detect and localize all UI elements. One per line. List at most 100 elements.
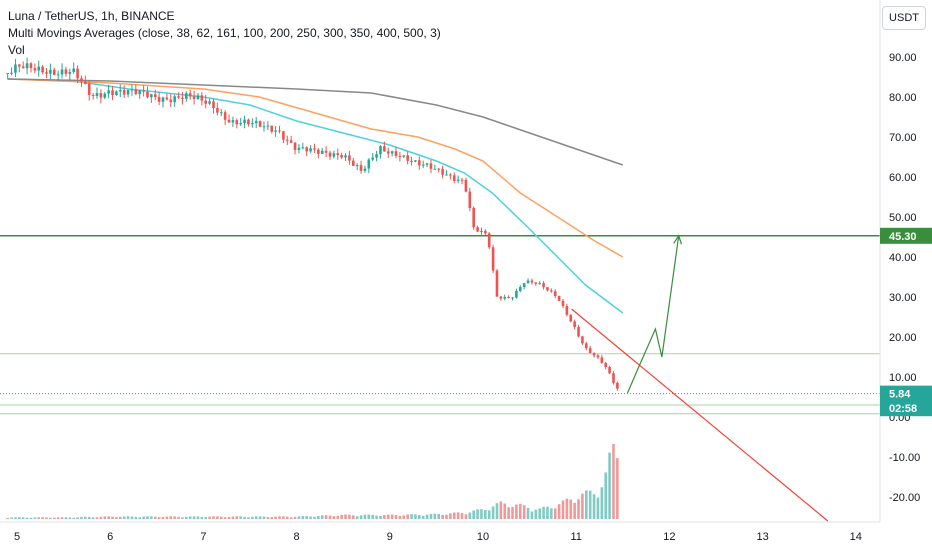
candle-body [328, 152, 332, 157]
volume-bar [476, 509, 479, 519]
volume-bar [546, 506, 549, 519]
moving-average-line [7, 78, 624, 314]
indicator-label[interactable]: Multi Movings Averages (close, 38, 62, 1… [8, 26, 441, 40]
candle-body [348, 155, 351, 161]
candle-body [235, 120, 239, 125]
volume-bar [107, 516, 110, 519]
candle-body [355, 165, 359, 167]
candle-body [134, 89, 138, 95]
candle-body [414, 160, 417, 162]
volume-bar [165, 516, 169, 519]
volume-bar [592, 494, 596, 519]
projection-arrow [673, 234, 683, 245]
x-tick-label: 11 [570, 531, 581, 543]
candle-body [375, 154, 378, 158]
currency-button[interactable]: USDT [882, 6, 926, 30]
volume-bar [550, 508, 553, 519]
y-tick-label: 10.00 [889, 372, 917, 384]
candles [6, 57, 619, 391]
candle-body [192, 96, 196, 100]
volume-label[interactable]: Vol [8, 43, 25, 57]
volume-bar [367, 514, 371, 519]
volume-bar [340, 514, 343, 519]
projection-path [626, 235, 680, 394]
candle-body [266, 125, 270, 127]
volume-bar [317, 515, 320, 519]
candle-body [553, 291, 557, 296]
candle-body [600, 357, 604, 363]
volume-bar [507, 507, 510, 519]
volume-bar [173, 516, 176, 519]
volume-bar [204, 517, 208, 519]
candle-body [363, 168, 367, 171]
candle-body [64, 69, 68, 74]
volume-bar [363, 514, 367, 519]
volume-bar [80, 516, 83, 519]
volume-bar [161, 517, 165, 519]
volume-bar [95, 517, 99, 519]
candle-body [103, 93, 107, 98]
price-axis: 90.00 80.00 70.00 60.00 50.00 40.00 30.00 20.00… [879, 0, 932, 522]
volume-bar [262, 516, 266, 519]
volume-bar [526, 508, 530, 519]
candle-body [212, 101, 215, 109]
volume-bar [243, 516, 246, 519]
candle-body [18, 64, 21, 67]
candle-body [569, 314, 573, 322]
volume-bar [386, 514, 390, 519]
candle-body [161, 97, 165, 102]
candle-body [561, 300, 565, 307]
volume-bar [371, 514, 375, 519]
candle-body [557, 295, 561, 301]
price-label-box [880, 385, 932, 402]
volume-bar [441, 514, 444, 519]
candle-body [530, 280, 534, 283]
candle-body [150, 94, 153, 98]
candle-body [351, 160, 355, 166]
volume-bar [472, 510, 475, 519]
volume-bar [297, 516, 301, 519]
candle-body [95, 93, 99, 97]
candle-body [243, 119, 246, 124]
volume-bar [530, 511, 534, 519]
price-label-text: 5.84 [889, 389, 911, 401]
candle-body [115, 91, 118, 95]
candle-body [317, 149, 320, 154]
y-tick-label: 80.00 [889, 92, 917, 104]
x-tick-label: 9 [387, 531, 393, 543]
trendline [571, 308, 829, 522]
candle-body [526, 280, 530, 284]
candle-body [441, 168, 444, 175]
volume-bar [515, 504, 518, 519]
volume-bar [52, 517, 56, 519]
symbol-title[interactable]: Luna / TetherUS, 1h, BINANCE [8, 9, 175, 23]
volume-bar [76, 517, 79, 519]
candle-body [278, 130, 281, 132]
volume-bar [153, 516, 157, 519]
candle-body [126, 90, 130, 95]
candle-body [592, 353, 596, 356]
volume-bar [460, 513, 464, 519]
candle-body [84, 81, 87, 84]
volume-bar [355, 516, 359, 519]
volume-bar [196, 516, 200, 519]
candle-body [383, 146, 386, 152]
candle-body [91, 94, 95, 97]
volume-bar [573, 502, 576, 519]
candle-body [309, 148, 312, 152]
candle-body [297, 147, 301, 150]
volume-bar [584, 490, 588, 519]
volume-bar [588, 490, 592, 519]
volume-bar [421, 515, 425, 519]
volume-bar [468, 512, 472, 519]
candle-body [616, 382, 619, 389]
volume-bar [239, 516, 242, 519]
candle-body [515, 290, 518, 298]
y-tick-label: -10.00 [889, 452, 920, 464]
volume-bar [208, 516, 211, 519]
volume-bar [146, 516, 149, 519]
volume-bar [37, 517, 41, 519]
volume-bar [118, 516, 122, 519]
